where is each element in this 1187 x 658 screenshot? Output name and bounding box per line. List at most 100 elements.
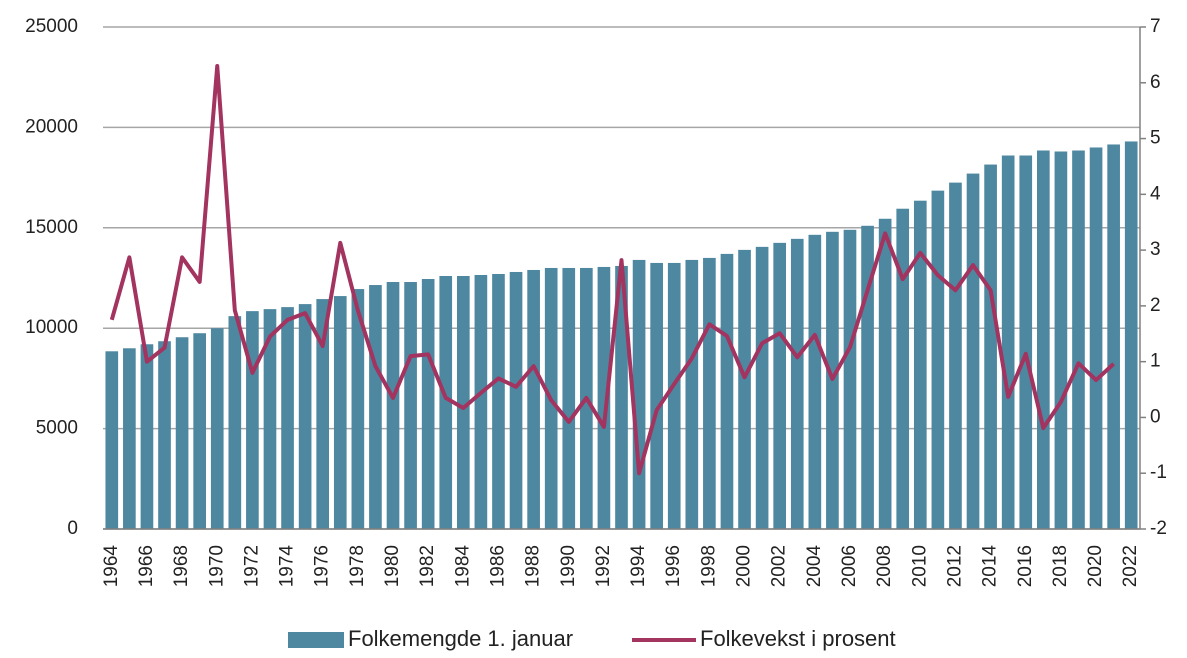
- y2-tick-label: 0: [1150, 406, 1161, 427]
- x-tick-label: 1972: [241, 545, 262, 587]
- y2-tick-label: 5: [1150, 128, 1161, 149]
- x-tick-label: 2002: [769, 545, 790, 587]
- x-tick-label: 2008: [874, 545, 895, 587]
- bar: [386, 282, 400, 529]
- bar: [1089, 147, 1103, 530]
- x-tick-label: 1988: [523, 545, 544, 587]
- y2-tick-label: 4: [1150, 183, 1161, 204]
- bar: [210, 328, 224, 529]
- x-tick-label: 1966: [136, 545, 157, 587]
- y-tick-label: 15000: [25, 217, 78, 238]
- x-tick-label: 1990: [558, 545, 579, 587]
- bar: [1019, 155, 1033, 529]
- bar: [333, 296, 347, 529]
- bar: [615, 265, 628, 529]
- bar: [1001, 155, 1015, 529]
- bar: [351, 289, 365, 529]
- x-tick-label: 1984: [452, 545, 473, 588]
- x-tick-label: 1986: [487, 545, 508, 587]
- x-tick-label: 1982: [417, 545, 438, 587]
- y-tick-label: 10000: [25, 317, 78, 338]
- y2-tick-label: 1: [1150, 351, 1161, 372]
- legend-swatch: [288, 632, 344, 648]
- bar: [738, 249, 751, 529]
- bar: [685, 259, 699, 529]
- x-tick-label: 1998: [698, 545, 719, 587]
- x-tick-label: 1980: [382, 545, 403, 587]
- bar: [1037, 150, 1050, 529]
- bar: [228, 316, 242, 529]
- bar: [474, 274, 488, 529]
- bar: [456, 275, 470, 529]
- x-tick-label: 1994: [628, 545, 649, 588]
- bar: [492, 273, 505, 529]
- line: [109, 64, 1115, 476]
- x-tick-label: 2000: [734, 545, 755, 587]
- x-tick-label: 1978: [347, 545, 368, 587]
- x-tick-label: 2006: [839, 545, 860, 587]
- x-tick-label: 2016: [1015, 545, 1036, 587]
- y2-tick-label: -2: [1150, 518, 1167, 539]
- bar: [369, 285, 382, 529]
- bar: [158, 341, 171, 529]
- x-tick-label: 2018: [1050, 545, 1071, 587]
- y2-tick-label: 3: [1150, 239, 1161, 260]
- y2-tick-label: 7: [1150, 16, 1161, 37]
- bar: [140, 344, 154, 529]
- bar: [650, 262, 663, 529]
- y-tick-label: 20000: [25, 116, 78, 137]
- bar: [404, 282, 417, 529]
- bar: [896, 208, 910, 529]
- bar: [175, 337, 189, 529]
- bar: [790, 238, 804, 529]
- x-tick-label: 2010: [909, 545, 930, 587]
- bar: [193, 333, 206, 529]
- x-tick-label: 2014: [980, 545, 1001, 588]
- bar: [509, 271, 523, 529]
- bar: [263, 309, 277, 529]
- x-tick-label: 1974: [277, 545, 298, 588]
- y-tick-label: 25000: [25, 16, 78, 37]
- bar: [843, 229, 857, 530]
- y2-tick-label: 6: [1150, 72, 1161, 93]
- x-tick-label: 2012: [944, 545, 965, 587]
- bar: [773, 242, 787, 530]
- legend-label: Folkevekst i prosent: [700, 626, 896, 651]
- y2-tick-label: 2: [1150, 295, 1161, 316]
- bar: [1054, 151, 1068, 529]
- bar: [597, 266, 611, 529]
- bar: [1072, 150, 1085, 529]
- bar: [246, 311, 259, 529]
- bar: [984, 164, 997, 529]
- y-tick-label: 0: [67, 518, 78, 539]
- bar: [105, 351, 119, 529]
- x-tick-label: 2020: [1085, 545, 1106, 587]
- bar: [298, 304, 312, 529]
- x-tick-label: 1970: [206, 545, 227, 587]
- bar: [931, 190, 945, 530]
- x-tick-label: 2022: [1120, 545, 1141, 587]
- bar: [123, 348, 136, 529]
- bar: [562, 267, 576, 529]
- bar: [1107, 144, 1120, 529]
- bar: [632, 259, 646, 529]
- bar: [913, 200, 927, 529]
- bar: [966, 173, 980, 530]
- y-tick-label: 5000: [36, 418, 78, 439]
- bar: [703, 257, 716, 529]
- bar: [316, 299, 330, 529]
- bar: [720, 253, 734, 530]
- bar: [281, 307, 294, 529]
- x-tick-label: 1968: [171, 545, 192, 587]
- bar: [808, 234, 822, 529]
- bar: [421, 279, 435, 529]
- x-tick-label: 2004: [804, 545, 825, 588]
- x-tick-label: 1996: [663, 545, 684, 587]
- bar: [439, 275, 453, 529]
- y2-tick-label: -1: [1150, 462, 1167, 483]
- x-tick-label: 1976: [312, 545, 333, 587]
- bar: [1124, 141, 1138, 529]
- bar: [949, 182, 962, 529]
- x-tick-label: 1992: [593, 545, 614, 587]
- bar: [878, 218, 892, 529]
